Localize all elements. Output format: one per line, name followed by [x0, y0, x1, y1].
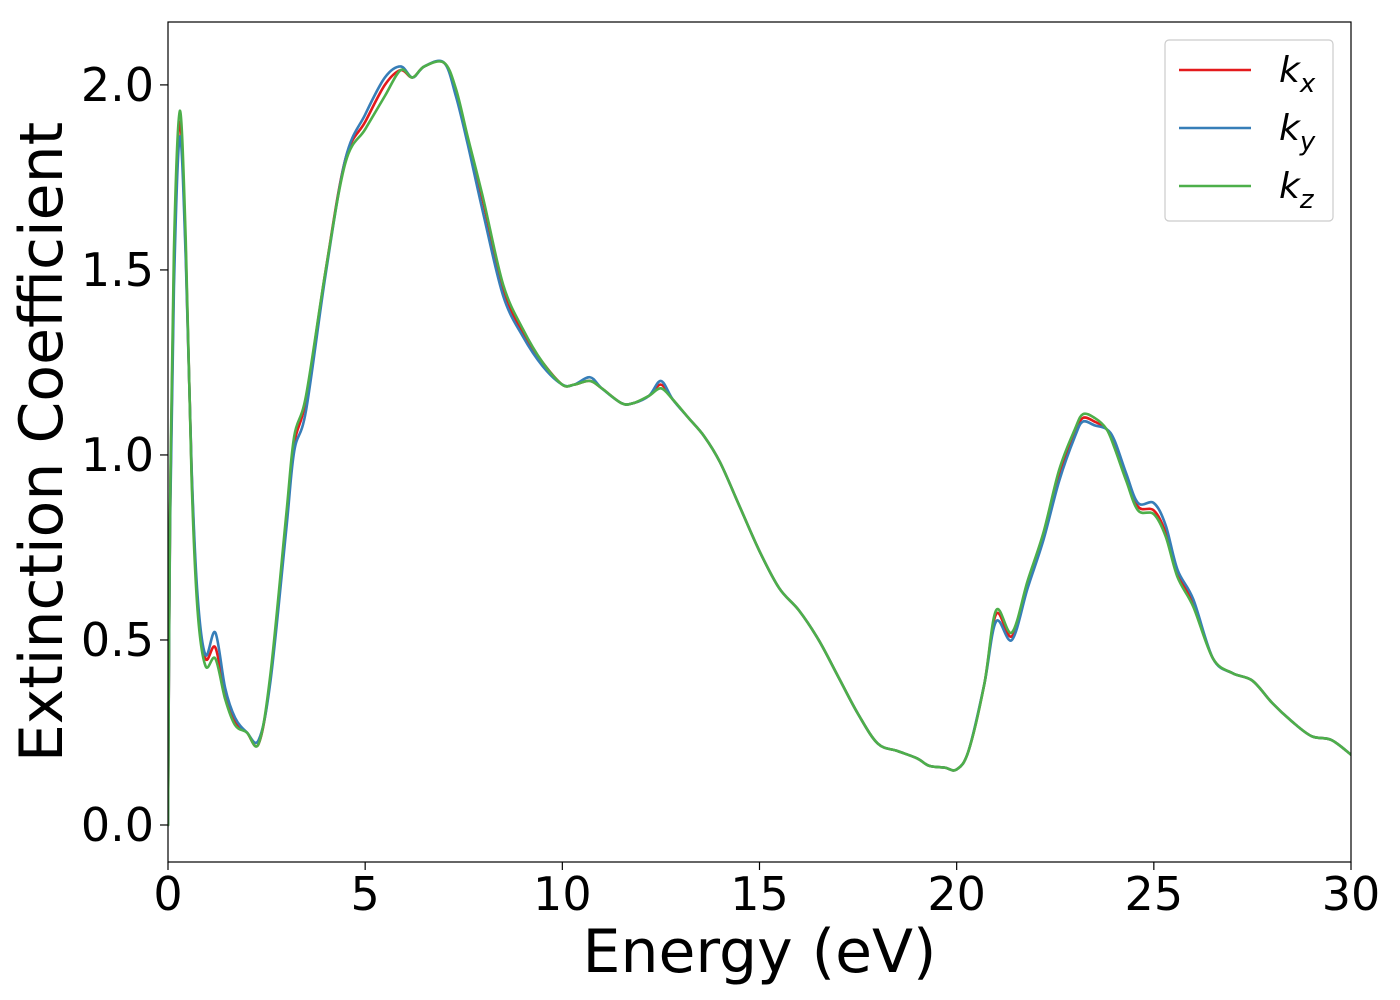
x-tick-label: 10	[533, 867, 592, 921]
y-tick-label: 0.5	[81, 613, 154, 667]
series-layer	[168, 59, 1351, 827]
y-tick-label: 2.0	[81, 58, 154, 112]
y-tick-label: 1.5	[81, 243, 154, 297]
y-tick-label: 1.0	[81, 428, 154, 482]
x-tick-label: 0	[153, 867, 182, 921]
legend-label-z: kz	[1279, 166, 1315, 215]
x-tick-label: 5	[351, 867, 380, 921]
x-tick-label: 20	[927, 867, 986, 921]
x-tick-label: 15	[730, 867, 789, 921]
legend: kx ky kz	[1164, 39, 1334, 222]
axes-layer: 0 5 10 15 20 25 30 0.0 0.5 1.0 1.5 2.0	[81, 21, 1381, 921]
legend-box	[1164, 39, 1334, 222]
x-tick-label: 25	[1125, 867, 1184, 921]
y-axis-title: Extinction Coefficient	[7, 122, 77, 762]
legend-label-x: kx	[1279, 50, 1316, 99]
legend-label-y: ky	[1279, 108, 1316, 157]
x-axis-title: Energy (eV)	[583, 917, 937, 987]
series-line-z	[168, 60, 1351, 827]
x-tick-label: 30	[1322, 867, 1381, 921]
y-tick-label: 0.0	[81, 798, 154, 852]
